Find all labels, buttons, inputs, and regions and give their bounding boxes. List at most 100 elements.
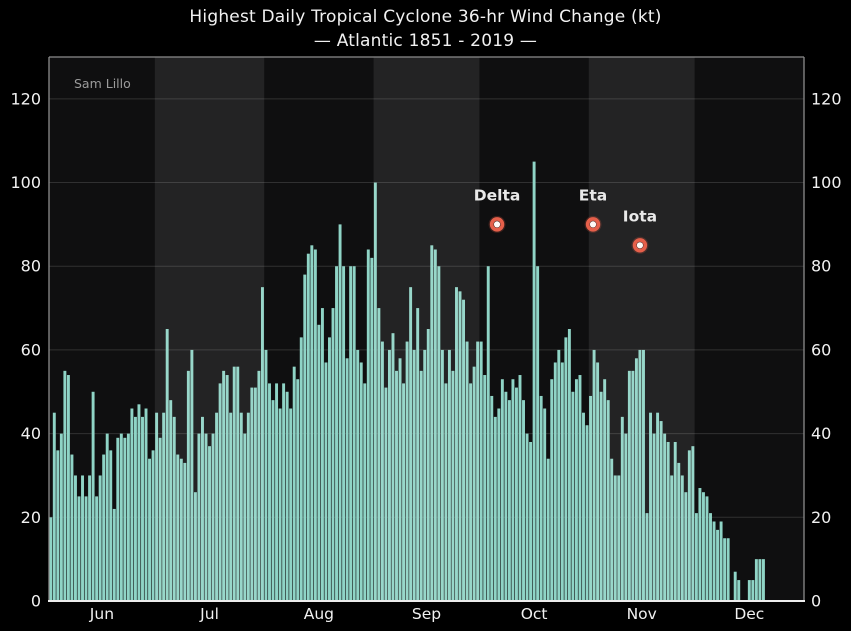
bar-sep-30 [476,341,480,601]
bar-sep-2 [377,308,381,601]
marker-ring-delta [489,217,505,232]
bar-sep-27 [465,341,469,601]
bar-jul-20 [222,370,226,601]
bar-jul-23 [232,366,236,601]
bar-jul-1 [155,412,159,601]
bar-nov-1 [589,395,593,601]
bar-aug-28 [359,362,363,601]
bar-nov-9 [617,475,621,601]
bar-sep-4 [384,387,388,601]
bar-nov-8 [613,475,617,601]
bar-nov-10 [620,416,624,601]
bar-aug-27 [356,349,360,601]
bar-jun-1 [49,517,53,601]
bar-aug-1 [264,349,268,601]
bar-jul-5 [169,400,173,601]
bar-nov-16 [642,349,645,601]
bar-oct-2 [483,375,487,601]
bar-jul-22 [229,412,233,601]
bar-nov-18 [649,412,652,601]
bar-nov-27 [680,475,684,601]
bar-jul-28 [250,387,254,601]
bar-jul-7 [176,454,180,601]
bar-jun-25 [133,416,137,601]
bar-jun-13 [91,391,95,601]
bar-sep-3 [380,341,384,601]
bar-oct-8 [504,391,508,601]
bar-jul-12 [193,492,197,601]
marker-ring-iota [632,238,648,253]
bar-oct-10 [511,379,515,601]
y-axis-tick-label-left-60: 60 [21,340,41,359]
bar-jul-2 [158,437,162,601]
bar-oct-24 [560,362,564,601]
bar-nov-4 [599,391,603,601]
y-axis-tick-label-left-80: 80 [21,257,41,276]
chart-subtitle: — Atlantic 1851 - 2019 — [313,31,538,51]
bar-jun-19 [112,508,116,601]
bar-aug-8 [289,408,293,601]
watermark: Sam Lillo [74,76,131,91]
y-axis-tick-label-right-120: 120 [811,89,842,108]
bar-jul-13 [197,433,201,601]
bar-aug-10 [296,379,300,601]
bar-sep-5 [387,349,391,601]
bar-jun-30 [151,450,155,601]
bar-nov-23 [666,441,670,601]
bar-oct-3 [486,266,490,601]
bar-jul-3 [162,412,166,601]
bar-jul-11 [190,349,194,601]
bar-jul-31 [260,287,264,601]
y-axis-tick-label-right-60: 60 [811,340,831,359]
bar-jul-25 [239,412,243,601]
bar-sep-21 [444,383,448,601]
bar-nov-21 [659,421,663,601]
bar-oct-9 [507,400,511,601]
bar-sep-14 [419,370,423,601]
bar-aug-26 [352,266,356,601]
bar-aug-9 [292,366,296,601]
bar-nov-19 [652,433,656,601]
bar-aug-2 [268,383,271,601]
bar-oct-22 [553,362,557,601]
bar-aug-14 [310,245,314,602]
bar-nov-30 [691,446,695,601]
bar-nov-5 [603,379,607,601]
bar-jul-9 [183,462,187,601]
bar-jun-7 [70,454,74,601]
bar-aug-13 [306,253,310,601]
bar-aug-31 [370,257,374,601]
bar-jun-3 [56,450,60,601]
bar-sep-26 [462,299,466,601]
bar-nov-2 [592,349,596,601]
bar-nov-15 [638,349,642,601]
bar-aug-5 [278,408,282,601]
bar-oct-23 [557,349,561,601]
bar-nov-26 [677,462,681,601]
bar-jul-26 [243,433,247,601]
bar-oct-15 [529,441,533,601]
bar-dec-4 [705,496,709,601]
bar-sep-19 [437,266,441,601]
x-axis-month-label-sep: Sep [412,605,441,623]
x-axis-month-label-nov: Nov [627,605,657,623]
bar-oct-11 [515,387,518,601]
bar-dec-3 [701,492,705,601]
bar-oct-31 [585,425,589,601]
bar-jun-9 [77,496,81,601]
bar-jul-8 [179,458,183,601]
bar-jul-24 [236,366,240,601]
bar-sep-24 [455,287,458,601]
bar-nov-20 [656,412,660,601]
bar-jun-8 [73,475,77,601]
bar-nov-12 [627,370,631,601]
bar-oct-25 [564,337,568,601]
bar-nov-28 [684,492,688,601]
bar-sep-6 [391,333,395,601]
bar-aug-30 [366,249,370,601]
bar-dec-12 [733,571,737,601]
bar-oct-21 [550,379,554,601]
bar-sep-12 [412,349,416,601]
bar-jul-30 [257,370,261,601]
x-axis-month-label-oct: Oct [521,605,548,623]
